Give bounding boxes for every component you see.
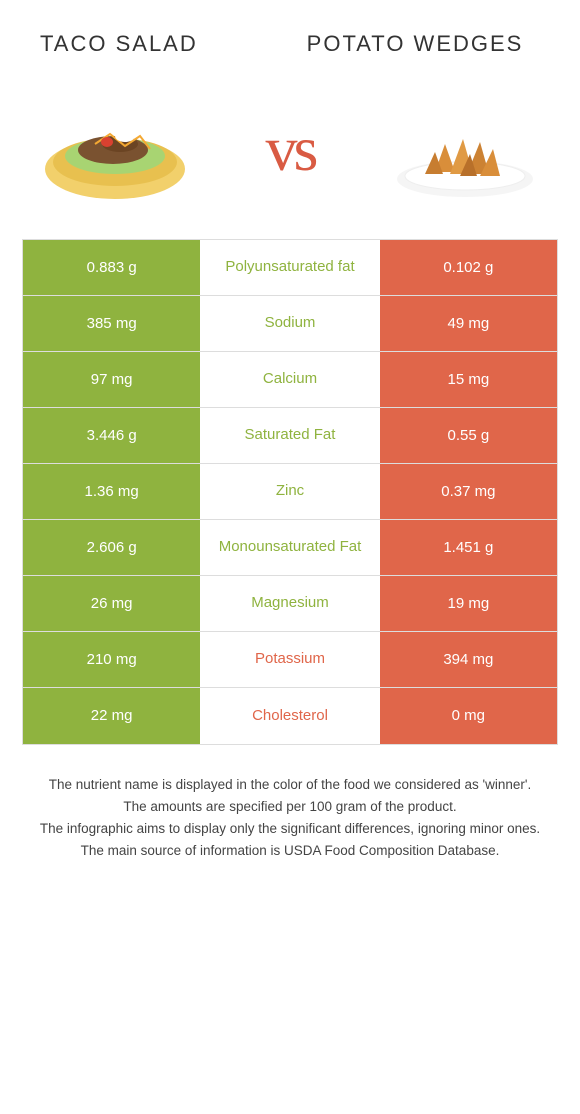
taco-salad-image xyxy=(30,89,200,209)
footer-line-2: The amounts are specified per 100 gram o… xyxy=(20,797,560,817)
footer-line-3: The infographic aims to display only the… xyxy=(20,819,560,839)
nutrient-label: Zinc xyxy=(200,464,379,519)
table-row: 0.883 gPolyunsaturated fat0.102 g xyxy=(23,240,557,296)
title-right: Potato Wedges xyxy=(290,30,540,59)
vs-label: vs xyxy=(266,112,315,186)
value-right: 1.451 g xyxy=(380,520,557,575)
value-right: 0.37 mg xyxy=(380,464,557,519)
footer-notes: The nutrient name is displayed in the co… xyxy=(0,745,580,862)
nutrient-label: Saturated Fat xyxy=(200,408,379,463)
images-row: vs xyxy=(0,69,580,239)
table-row: 26 mgMagnesium19 mg xyxy=(23,576,557,632)
value-left: 22 mg xyxy=(23,688,200,744)
footer-line-1: The nutrient name is displayed in the co… xyxy=(20,775,560,795)
nutrient-label: Magnesium xyxy=(200,576,379,631)
header: Taco Salad Potato Wedges xyxy=(0,0,580,69)
title-left: Taco Salad xyxy=(40,31,290,57)
value-left: 26 mg xyxy=(23,576,200,631)
table-row: 2.606 gMonounsaturated Fat1.451 g xyxy=(23,520,557,576)
nutrient-label: Polyunsaturated fat xyxy=(200,240,379,295)
nutrient-label: Calcium xyxy=(200,352,379,407)
value-left: 3.446 g xyxy=(23,408,200,463)
value-right: 49 mg xyxy=(380,296,557,351)
value-right: 15 mg xyxy=(380,352,557,407)
nutrient-label: Sodium xyxy=(200,296,379,351)
table-row: 1.36 mgZinc0.37 mg xyxy=(23,464,557,520)
value-right: 0 mg xyxy=(380,688,557,744)
table-row: 97 mgCalcium15 mg xyxy=(23,352,557,408)
value-right: 0.102 g xyxy=(380,240,557,295)
table-row: 3.446 gSaturated Fat0.55 g xyxy=(23,408,557,464)
comparison-table: 0.883 gPolyunsaturated fat0.102 g385 mgS… xyxy=(22,239,558,745)
value-left: 210 mg xyxy=(23,632,200,687)
value-right: 394 mg xyxy=(380,632,557,687)
value-left: 2.606 g xyxy=(23,520,200,575)
nutrient-label: Monounsaturated Fat xyxy=(200,520,379,575)
value-left: 97 mg xyxy=(23,352,200,407)
value-left: 385 mg xyxy=(23,296,200,351)
nutrient-label: Potassium xyxy=(200,632,379,687)
footer-line-4: The main source of information is USDA F… xyxy=(20,841,560,861)
table-row: 210 mgPotassium394 mg xyxy=(23,632,557,688)
value-left: 1.36 mg xyxy=(23,464,200,519)
nutrient-label: Cholesterol xyxy=(200,688,379,744)
table-row: 385 mgSodium49 mg xyxy=(23,296,557,352)
table-row: 22 mgCholesterol0 mg xyxy=(23,688,557,744)
potato-wedges-image xyxy=(380,89,550,209)
value-left: 0.883 g xyxy=(23,240,200,295)
value-right: 0.55 g xyxy=(380,408,557,463)
value-right: 19 mg xyxy=(380,576,557,631)
